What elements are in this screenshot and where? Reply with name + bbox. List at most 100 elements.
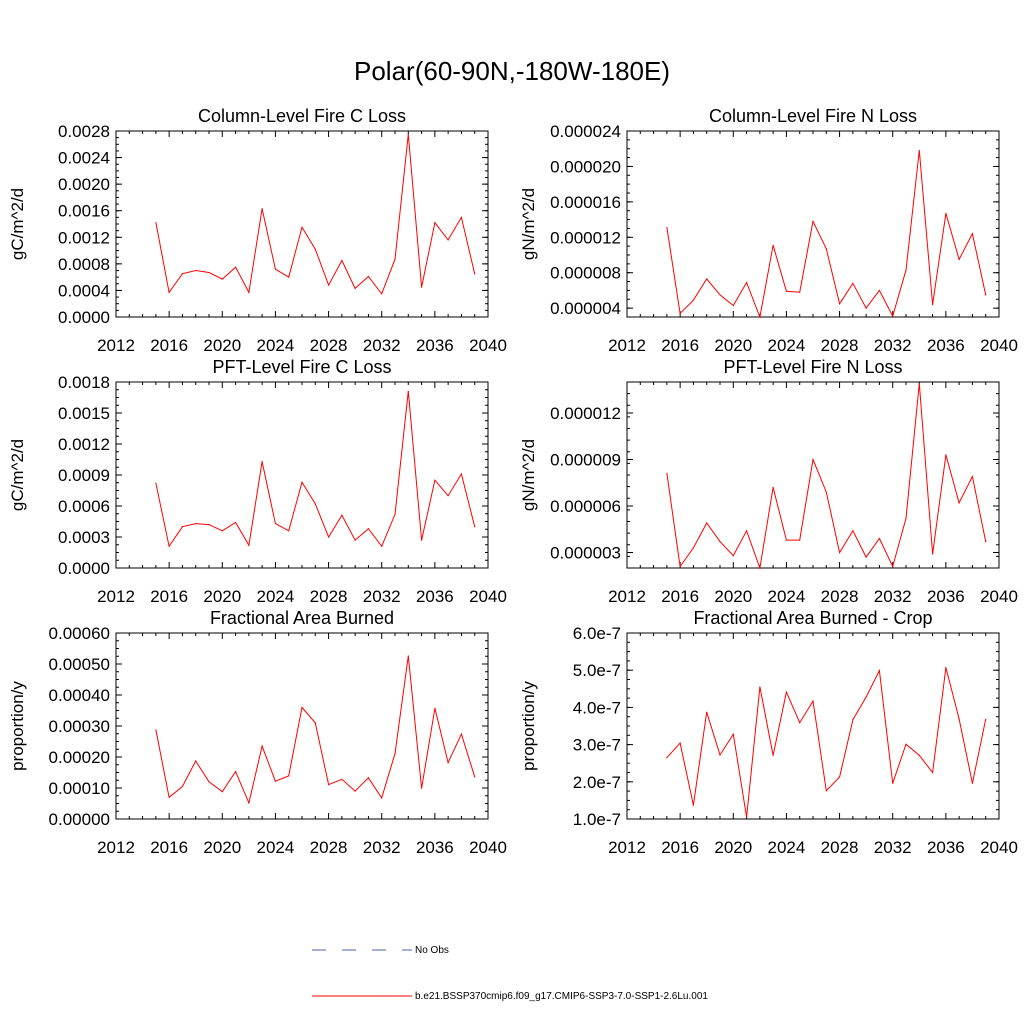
series-line: [155, 655, 476, 805]
data-point: [181, 526, 184, 528]
data-point: [905, 269, 907, 271]
data-point: [785, 691, 788, 693]
y-tick-label: 0.000016: [550, 193, 621, 212]
data-point: [745, 281, 748, 284]
y-axis-label: gC/m^2/d: [8, 188, 27, 260]
x-tick-label: 2020: [714, 838, 752, 857]
data-point: [759, 316, 761, 318]
data-point: [692, 299, 695, 301]
data-point: [434, 479, 436, 481]
data-point: [407, 655, 409, 657]
x-tick-label: 2036: [416, 838, 454, 857]
data-point: [971, 233, 974, 235]
data-point: [905, 743, 907, 745]
x-tick-label: 2024: [257, 838, 295, 857]
data-point: [945, 666, 947, 669]
y-tick-label: 0.000024: [550, 122, 621, 141]
data-point: [248, 802, 250, 804]
data-point: [732, 555, 734, 557]
data-point: [208, 781, 210, 783]
y-tick-label: 0.0000: [58, 559, 110, 578]
data-point: [892, 315, 894, 317]
data-point: [852, 282, 854, 284]
data-point: [447, 495, 449, 497]
data-point: [825, 790, 827, 792]
series-line: [155, 134, 476, 295]
data-point: [812, 700, 814, 702]
x-tick-label: 2012: [97, 838, 135, 857]
data-point: [221, 530, 223, 532]
x-tick-label: 2012: [608, 838, 646, 857]
data-point: [301, 226, 303, 228]
data-point: [234, 266, 237, 268]
y-tick-label: 1.0e-7: [573, 810, 621, 829]
data-point: [838, 551, 841, 554]
data-point: [918, 382, 920, 385]
y-tick-label: 0.0006: [58, 497, 110, 516]
data-point: [958, 718, 960, 720]
data-point: [892, 565, 894, 568]
y-tick-label: 0.0008: [58, 255, 110, 274]
y-tick-label: 0.00040: [49, 686, 110, 705]
data-point: [812, 458, 814, 461]
data-point: [208, 524, 210, 526]
data-point: [666, 472, 668, 475]
data-point: [785, 290, 788, 292]
data-point: [168, 545, 170, 547]
data-point: [314, 722, 316, 724]
data-point: [719, 754, 721, 756]
data-point: [327, 536, 330, 538]
x-tick-label: 2040: [469, 336, 507, 355]
x-tick-label: 2036: [927, 336, 965, 355]
data-point: [341, 778, 343, 780]
y-tick-label: 0.00030: [49, 717, 110, 736]
data-point: [274, 268, 277, 270]
data-point: [420, 539, 423, 541]
y-tick-label: 5.0e-7: [573, 661, 621, 680]
x-tick-label: 2020: [203, 336, 241, 355]
data-point: [434, 707, 436, 709]
y-tick-label: 0.0024: [58, 149, 110, 168]
legend-label-1: No Obs: [415, 945, 449, 956]
x-tick-label: 2016: [150, 838, 188, 857]
data-point: [327, 783, 330, 786]
data-point: [460, 733, 463, 735]
series-line: [666, 150, 987, 319]
y-tick-label: 0.0016: [58, 202, 110, 221]
chart-title: Column-Level Fire N Loss: [709, 106, 917, 126]
x-tick-label: 2032: [363, 587, 401, 606]
data-point: [381, 293, 383, 295]
y-axis-label: gN/m^2/d: [519, 188, 538, 260]
data-point: [221, 278, 223, 280]
data-point: [745, 816, 748, 818]
data-point: [420, 286, 423, 288]
data-point: [985, 294, 987, 296]
y-axis-label: proportion/y: [519, 681, 538, 771]
y-tick-label: 0.0020: [58, 175, 110, 194]
y-axis-label: proportion/y: [8, 681, 27, 771]
x-tick-label: 2028: [821, 336, 859, 355]
chart-panel-2: Column-Level Fire N Loss 2012 2016 2020 2024…: [519, 106, 1018, 355]
chart-title: Fractional Area Burned: [210, 608, 394, 628]
x-tick-label: 2036: [416, 336, 454, 355]
data-point: [274, 522, 277, 525]
data-point: [772, 244, 774, 246]
x-tick-label: 2016: [661, 587, 699, 606]
data-point: [759, 567, 761, 569]
y-tick-label: 0.00050: [49, 655, 110, 674]
data-point: [878, 289, 881, 292]
data-point: [666, 757, 668, 759]
data-point: [958, 258, 960, 261]
data-point: [985, 718, 987, 720]
data-point: [878, 669, 881, 672]
y-tick-label: 0.000020: [550, 157, 621, 176]
y-tick-label: 0.0012: [58, 435, 110, 454]
data-point: [288, 530, 290, 532]
x-tick-label: 2036: [927, 838, 965, 857]
data-point: [958, 502, 960, 504]
y-tick-label: 0.0028: [58, 122, 110, 141]
x-tick-label: 2028: [310, 587, 348, 606]
data-point: [785, 539, 788, 541]
data-point: [931, 304, 934, 306]
